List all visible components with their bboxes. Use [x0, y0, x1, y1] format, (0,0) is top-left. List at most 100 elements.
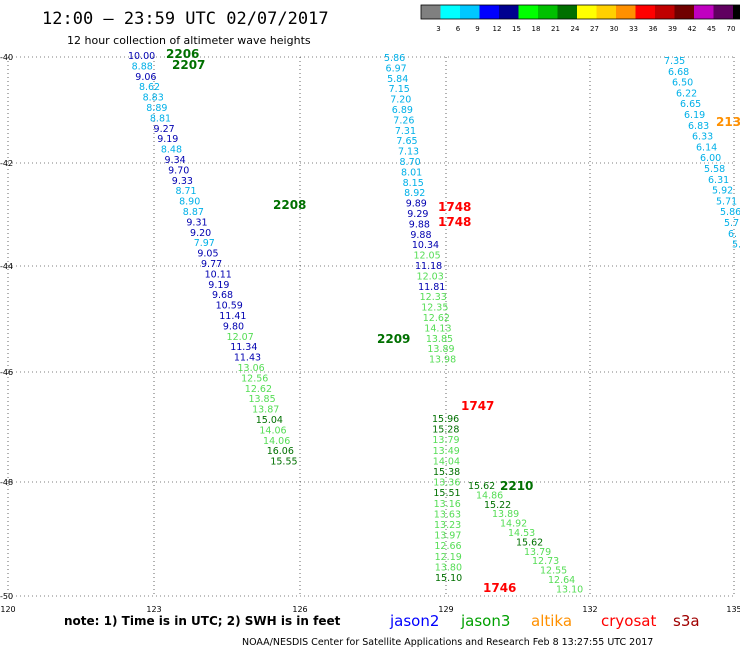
satellite-cryosat-label: cryosat — [601, 612, 656, 630]
colorbar-label: 18 — [532, 25, 541, 33]
wave-height-value: 10.34 — [412, 240, 439, 251]
wave-height-value: 13.85 — [248, 394, 275, 405]
colorbar-swatch — [479, 5, 499, 19]
map-subtitle: 12 hour collection of altimeter wave hei… — [67, 34, 311, 47]
wave-height-value: 13.36 — [433, 478, 460, 489]
wave-height-value: 6.68 — [668, 67, 689, 78]
wave-height-value: 8.15 — [403, 178, 424, 189]
wave-height-value: 8.48 — [161, 145, 182, 156]
wave-height-value: 6.22 — [676, 88, 697, 99]
wave-height-value: 9.88 — [410, 230, 431, 241]
wave-height-value: 6. — [728, 229, 737, 240]
wave-height-value: 8.87 — [183, 207, 204, 218]
colorbar-label: 12 — [493, 25, 502, 33]
wave-height-value: 7.26 — [393, 115, 414, 126]
satellite-jason3-label: jason3 — [460, 612, 510, 630]
wave-height-value: 13.89 — [427, 344, 454, 355]
colorbar-swatch — [713, 5, 733, 19]
wave-height-value: 8.81 — [150, 113, 171, 124]
wave-height-value: 14.06 — [263, 436, 290, 447]
latitude-label: -50 — [0, 592, 13, 601]
wave-height-value: 14.86 — [476, 490, 503, 501]
pass-label: 1746 — [483, 581, 516, 595]
wave-height-value: 13.10 — [556, 584, 583, 595]
wave-height-value: 15.04 — [256, 415, 283, 426]
wave-height-value: 11.81 — [418, 282, 445, 293]
wave-height-value: 13.89 — [492, 509, 519, 520]
colorbar-swatch — [616, 5, 636, 19]
colorbar-label: 9 — [475, 25, 479, 33]
wave-height-value: 13.98 — [429, 355, 456, 366]
wave-height-value: 7.97 — [194, 238, 215, 249]
wave-height-value: 13.85 — [426, 334, 453, 345]
colorbar-label: 21 — [551, 25, 560, 33]
colorbar-label: 45 — [707, 25, 716, 33]
colorbar-label: 36 — [649, 25, 658, 33]
colorbar-label: 33 — [629, 25, 638, 33]
pass-label: 1748 — [438, 215, 471, 229]
wave-height-value: 5. — [732, 240, 740, 251]
wave-height-value: 6.19 — [684, 110, 705, 121]
colorbar-swatch — [460, 5, 480, 19]
colorbar-swatch — [733, 5, 740, 19]
wave-height-value: 12.66 — [434, 541, 461, 552]
wave-height-value: 10.59 — [216, 301, 243, 312]
latitude-label: -44 — [0, 262, 13, 271]
colorbar-swatch — [694, 5, 714, 19]
map-title: 12:00 – 23:59 UTC 02/07/2017 — [42, 9, 329, 29]
units-note: note: 1) Time is in UTC; 2) SWH is in fe… — [64, 614, 341, 628]
credit-line: NOAA/NESDIS Center for Satellite Applica… — [242, 637, 653, 648]
wave-height-value: 15.28 — [432, 425, 459, 436]
wave-height-value: 12.03 — [417, 271, 444, 282]
wave-height-value: 8.90 — [179, 197, 200, 208]
wave-height-value: 8.83 — [143, 93, 164, 104]
wave-height-value: 5.92 — [712, 186, 733, 197]
wave-height-value: 13.97 — [434, 531, 461, 542]
altimeter-tracks: 10.008.889.068.628.838.898.819.279.198.4… — [128, 51, 740, 595]
wave-height-value: 9.06 — [135, 72, 156, 83]
wave-height-value: 13.16 — [434, 499, 461, 510]
wave-height-value: 7.15 — [389, 84, 410, 95]
wave-height-value: 13.23 — [434, 520, 461, 531]
colorbar-label: 70 — [727, 25, 736, 33]
pass-label: 2210 — [500, 479, 533, 493]
pass-label: 2207 — [172, 58, 205, 72]
wave-height-value: 15.62 — [516, 537, 543, 548]
wave-height-value: 12.07 — [227, 332, 254, 343]
wave-height-value: 11.43 — [234, 353, 261, 364]
wave-height-value: 12.62 — [245, 384, 272, 395]
longitude-label: 132 — [582, 605, 597, 614]
wave-height-value: 12.05 — [413, 251, 440, 262]
wave-height-value: 9.29 — [407, 209, 428, 220]
wave-height-value: 5.71 — [716, 196, 737, 207]
colorbar-label: 3 — [436, 25, 440, 33]
satellite-legend: jason2 jason3 altika cryosat s3a — [389, 612, 700, 630]
colorbar-swatch — [655, 5, 675, 19]
pass-label: 2206 — [166, 47, 199, 61]
wave-height-value: 5.86 — [720, 207, 740, 218]
wave-height-value: 8.01 — [401, 167, 422, 178]
colorbar-label: 24 — [571, 25, 580, 33]
wave-height-value: 12.56 — [241, 373, 268, 384]
colorbar-swatch — [674, 5, 694, 19]
wave-height-value: 9.27 — [154, 124, 175, 135]
wave-height-value: 6.00 — [700, 153, 721, 164]
wave-height-value: 12.73 — [532, 556, 559, 567]
wave-height-value: 13.79 — [432, 435, 459, 446]
wave-height-value: 7.20 — [390, 95, 411, 106]
wave-height-value: 13.06 — [238, 363, 265, 374]
satellite-s3a-label: s3a — [673, 612, 700, 630]
wave-height-value: 9.20 — [190, 228, 211, 239]
latitude-label: -48 — [0, 478, 13, 487]
wave-height-value: 15.51 — [433, 488, 460, 499]
wave-height-value: 14.04 — [433, 456, 460, 467]
colorbar-label: 42 — [688, 25, 697, 33]
wave-height-value: 14.53 — [508, 528, 535, 539]
wave-height-value: 8.62 — [139, 82, 160, 93]
wave-height-value: 9.80 — [223, 321, 244, 332]
longitude-label: 123 — [146, 605, 161, 614]
wave-height-value: 9.33 — [172, 176, 193, 187]
wave-height-value: 15.10 — [435, 573, 462, 584]
